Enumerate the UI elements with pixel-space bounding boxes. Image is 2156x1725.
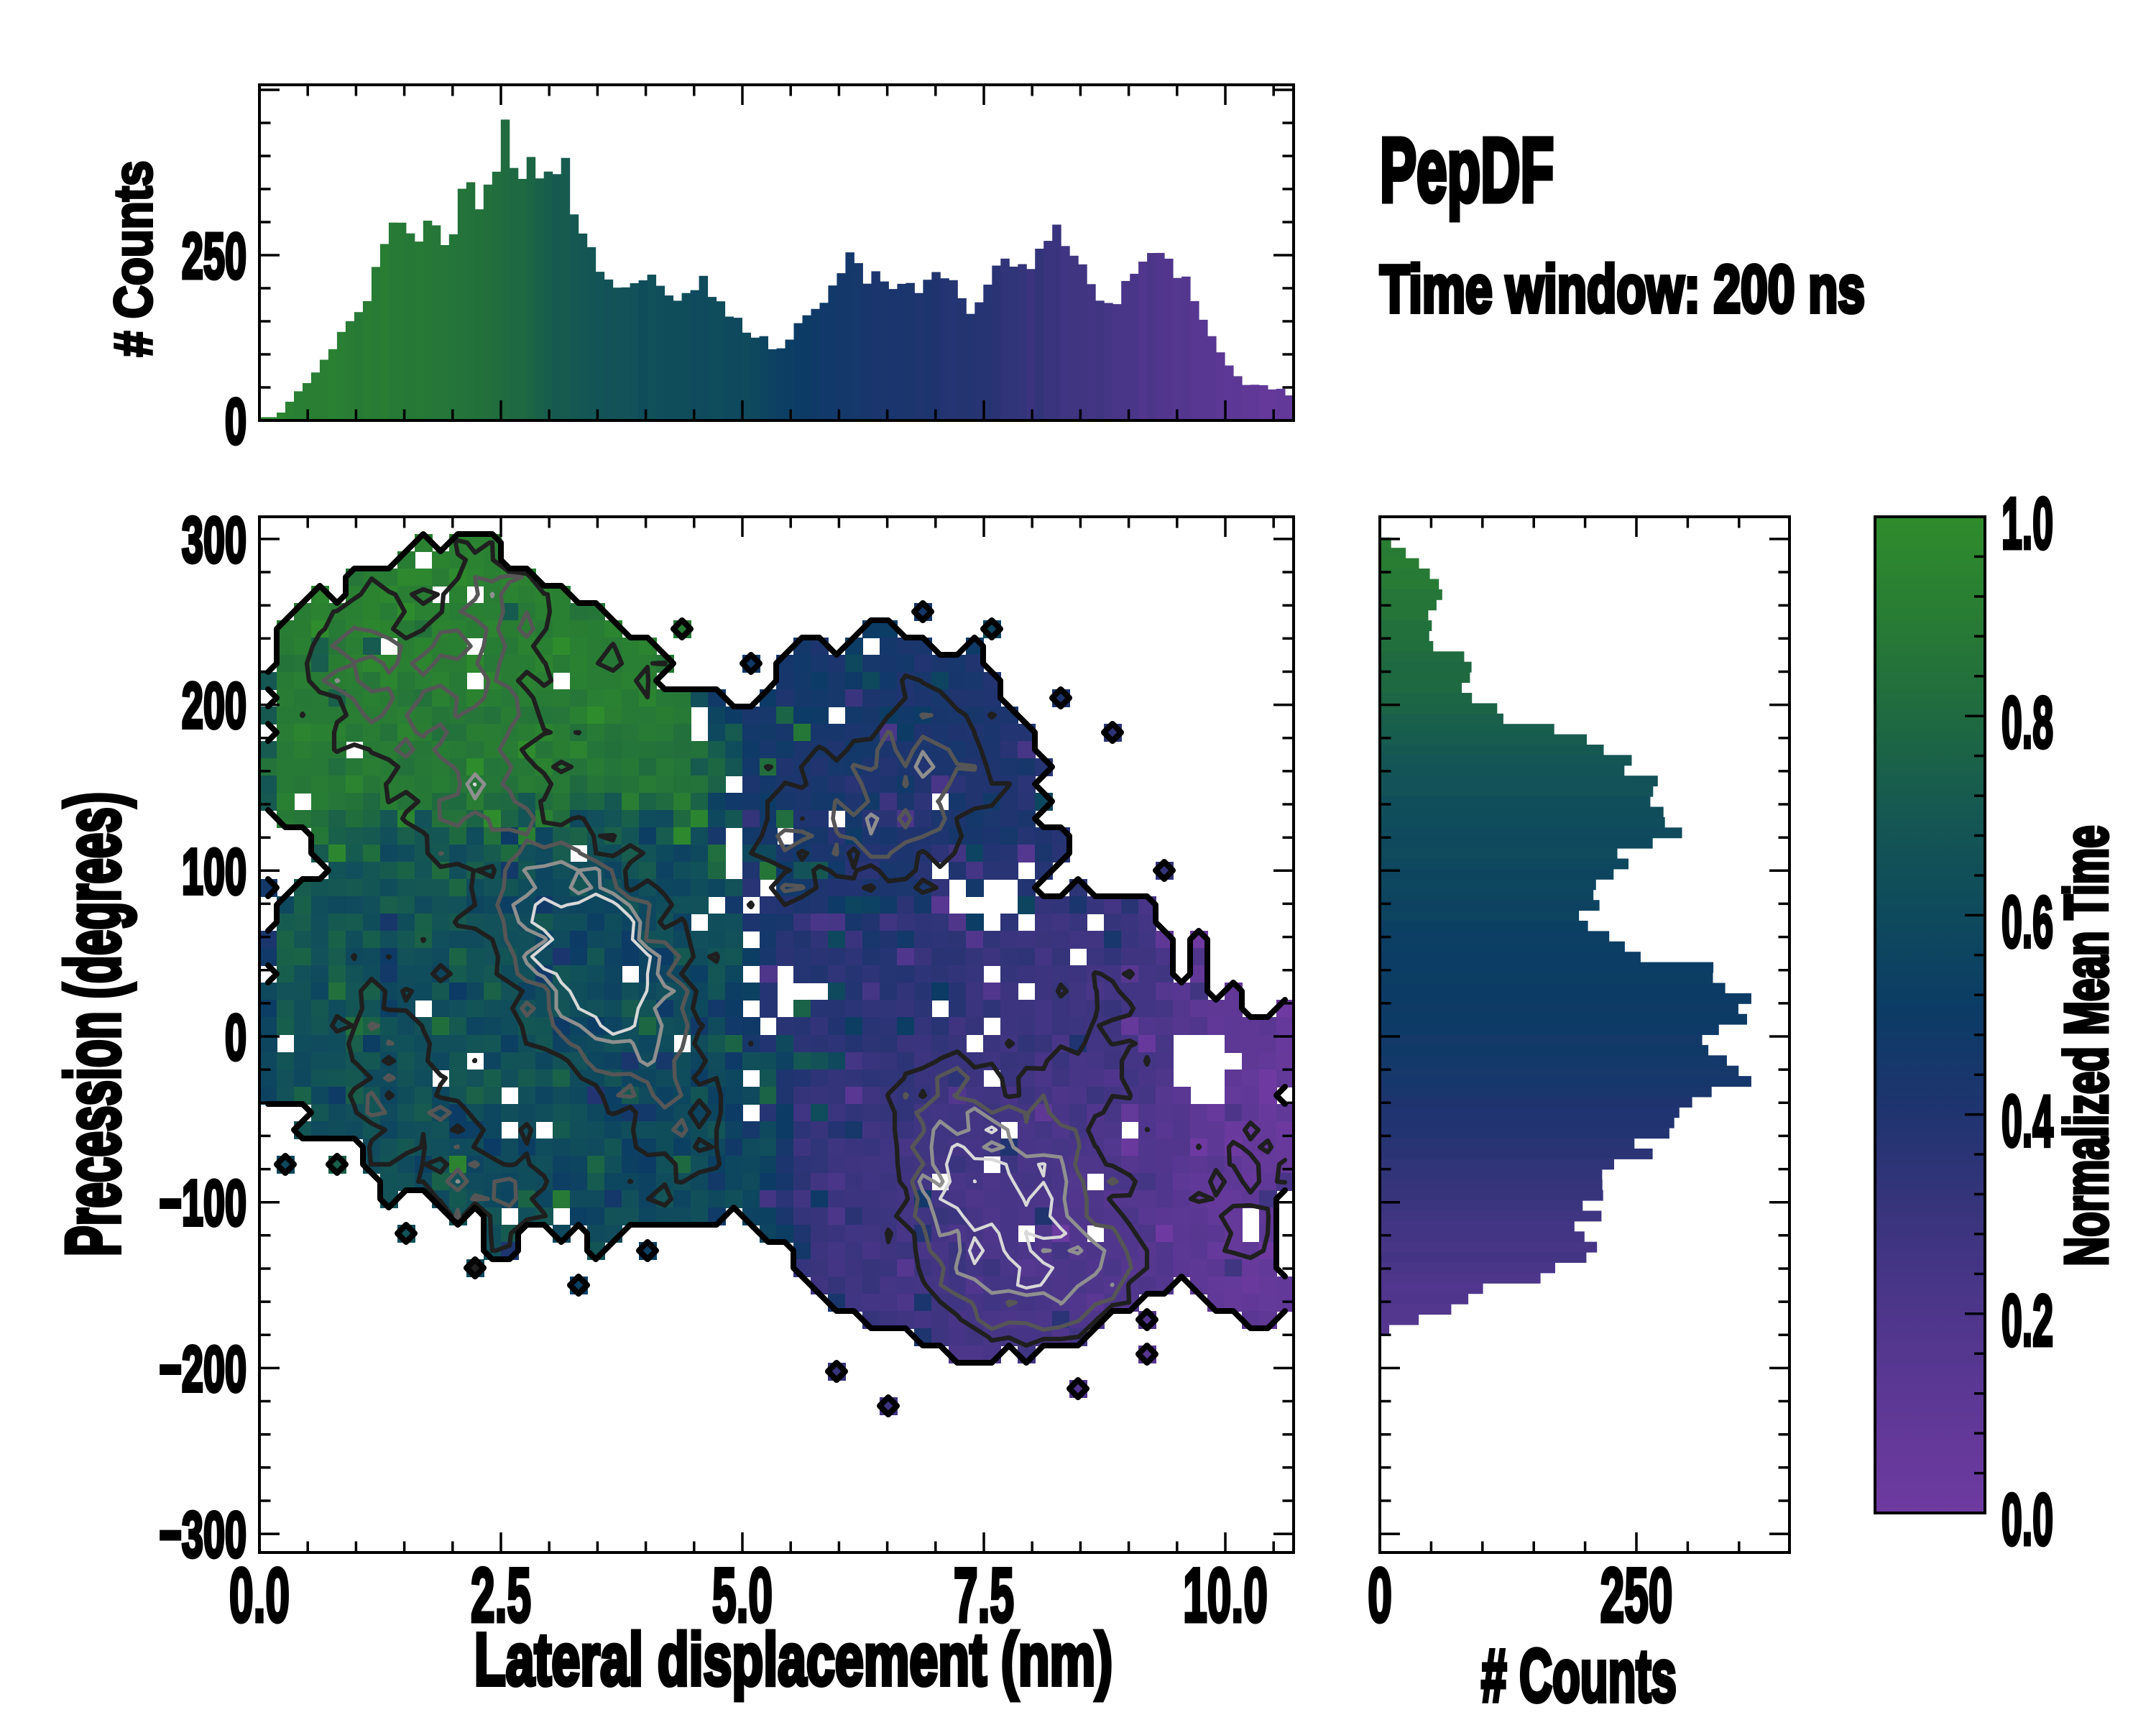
svg-text:−200: −200 <box>159 1333 247 1405</box>
svg-text:Lateral displacement (nm): Lateral displacement (nm) <box>474 1618 1112 1701</box>
svg-text:Time window: 200 ns: Time window: 200 ns <box>1380 252 1865 326</box>
svg-text:10.0: 10.0 <box>1183 1552 1268 1638</box>
svg-text:Precession (degrees): Precession (degrees) <box>50 792 136 1256</box>
svg-text:100: 100 <box>182 835 247 908</box>
svg-text:200: 200 <box>182 669 247 742</box>
svg-text:# Counts: # Counts <box>1481 1634 1677 1718</box>
svg-text:0: 0 <box>1368 1552 1392 1638</box>
svg-text:0.6: 0.6 <box>2001 882 2053 963</box>
svg-text:# Counts: # Counts <box>103 161 164 357</box>
svg-text:PepDF: PepDF <box>1380 121 1554 221</box>
svg-text:7.5: 7.5 <box>954 1552 1014 1638</box>
svg-text:250: 250 <box>1600 1552 1673 1638</box>
svg-text:2.5: 2.5 <box>471 1552 531 1638</box>
svg-text:1.0: 1.0 <box>2001 483 2053 564</box>
svg-text:0.4: 0.4 <box>2001 1081 2053 1162</box>
svg-text:−100: −100 <box>159 1167 247 1239</box>
svg-text:0: 0 <box>225 1001 247 1074</box>
svg-text:Normalized Mean Time: Normalized Mean Time <box>2053 825 2121 1266</box>
svg-text:0.2: 0.2 <box>2001 1280 2053 1361</box>
svg-text:250: 250 <box>182 220 247 293</box>
svg-text:0.8: 0.8 <box>2001 683 2053 764</box>
svg-text:0: 0 <box>225 385 247 458</box>
svg-text:300: 300 <box>182 504 247 576</box>
svg-text:−300: −300 <box>159 1499 247 1571</box>
svg-text:5.0: 5.0 <box>712 1552 773 1638</box>
svg-text:0.0: 0.0 <box>2001 1479 2053 1560</box>
svg-text:0.0: 0.0 <box>229 1552 290 1638</box>
